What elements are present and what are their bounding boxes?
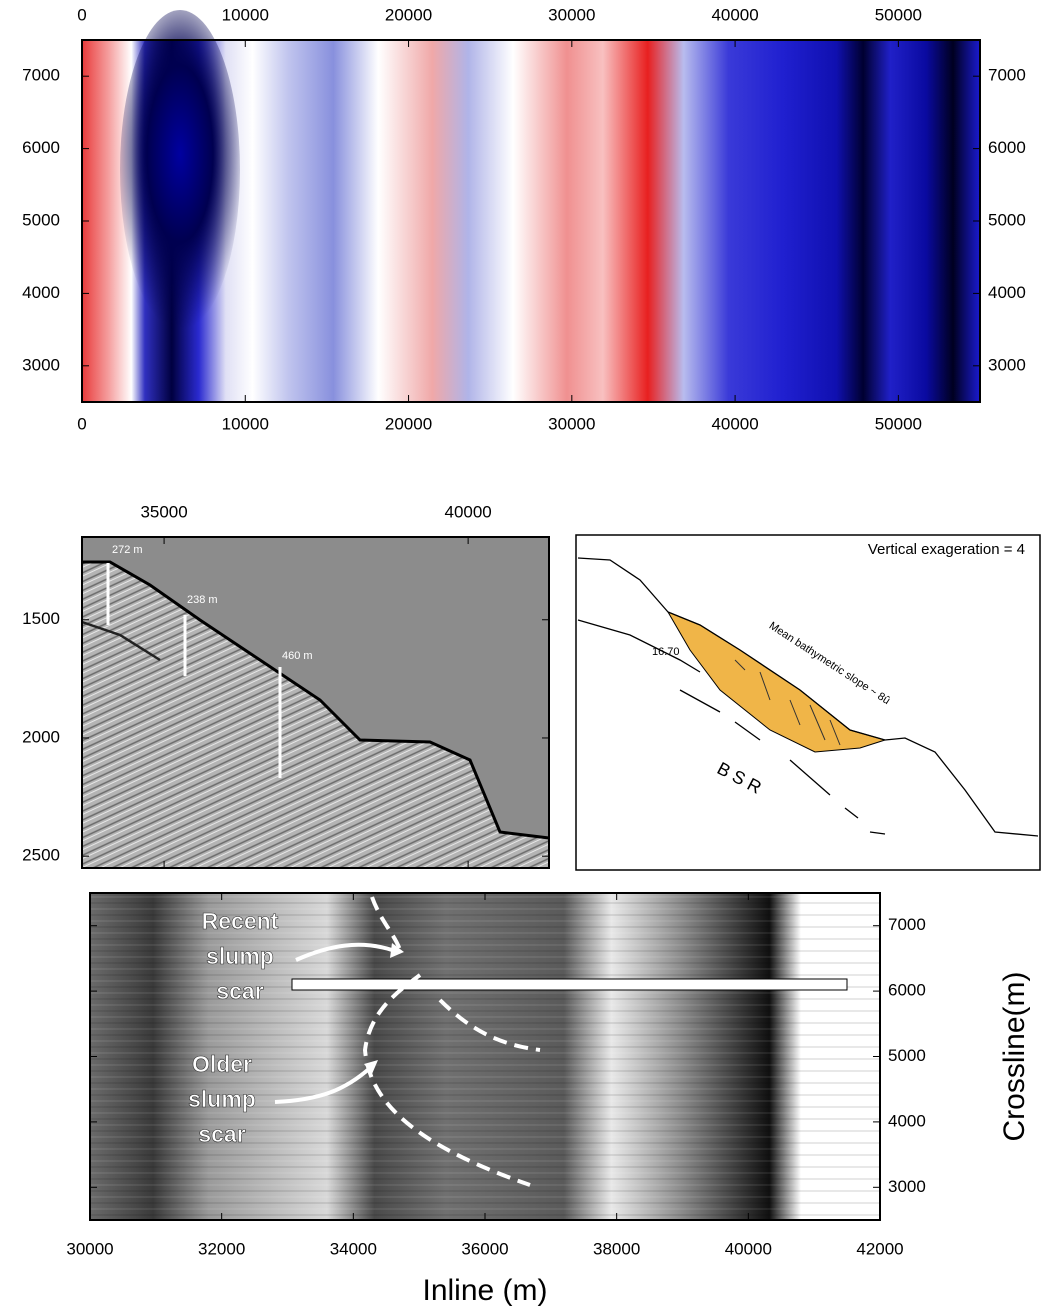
x-tick-label: 40000	[711, 414, 758, 433]
x-tick-label: 10000	[222, 5, 269, 24]
x-tick-label: 30000	[548, 5, 595, 24]
scar-label: Recent	[202, 908, 279, 934]
y-tick-label: 4000	[22, 283, 60, 302]
x-tick-label: 20000	[385, 414, 432, 433]
x-tick-label: 40000	[444, 502, 491, 521]
y-tick-label: 4000	[888, 1111, 926, 1130]
x-tick-label: 0	[77, 5, 86, 24]
x-tick-label: 0	[77, 414, 86, 433]
x-tick-label: 32000	[198, 1239, 245, 1258]
y-tick-label: 4000	[988, 283, 1026, 302]
thickness-label: 272 m	[112, 544, 143, 556]
seafloor	[82, 560, 550, 840]
plot-frame	[81, 536, 550, 869]
y-tick-label: 2500	[22, 846, 60, 865]
section-line	[291, 978, 848, 991]
angle-label: 16.70	[652, 646, 680, 658]
y-tick-label: 3000	[22, 355, 60, 374]
scar-label: slump	[206, 943, 274, 969]
attribute-texture	[90, 893, 880, 1220]
y-tick-label: 2000	[22, 727, 60, 746]
x-tick-label: 30000	[66, 1239, 113, 1258]
arrowhead	[390, 943, 404, 958]
scar-label: scar	[198, 1121, 245, 1147]
x-tick-label: 30000	[548, 414, 595, 433]
x-tick-label: 20000	[385, 5, 432, 24]
reflector	[577, 619, 701, 673]
x-tick-label: 34000	[330, 1239, 377, 1258]
thickness-label: 460 m	[282, 650, 313, 662]
seafloor-profile	[577, 557, 1039, 837]
x-tick-label: 36000	[461, 1239, 508, 1258]
y-tick-label: 3000	[988, 355, 1026, 374]
slump-faults	[734, 659, 841, 746]
y-tick-label: 3000	[888, 1177, 926, 1196]
thickness-label: 238 m	[187, 594, 218, 606]
diagram-title: Vertical exageration = 4	[868, 541, 1025, 558]
y-tick-label: 1500	[22, 609, 60, 628]
arrow	[295, 942, 393, 962]
contour-anomaly	[120, 10, 240, 330]
y-tick-label: 6000	[988, 138, 1026, 157]
y-tick-label: 7000	[22, 66, 60, 85]
scar-label: scar	[216, 978, 263, 1004]
x-tick-label: 35000	[140, 502, 187, 521]
x-axis-title: Inline (m)	[422, 1274, 547, 1307]
y-tick-label: 7000	[888, 915, 926, 934]
reflector	[81, 620, 161, 662]
x-tick-label: 40000	[711, 5, 758, 24]
arrow	[274, 1066, 372, 1104]
y-tick-label: 6000	[22, 138, 60, 157]
arrowhead	[364, 1060, 378, 1074]
y-tick-label: 7000	[988, 66, 1026, 85]
x-tick-label: 50000	[875, 414, 922, 433]
bsr-line	[679, 689, 886, 835]
x-tick-label: 10000	[222, 414, 269, 433]
y-tick-label: 5000	[988, 210, 1026, 229]
y-tick-label: 6000	[888, 981, 926, 1000]
x-tick-label: 50000	[875, 5, 922, 24]
scar-label: slump	[188, 1086, 256, 1112]
y-axis-title: Crossline(m)	[998, 971, 1031, 1141]
x-tick-label: 42000	[856, 1239, 903, 1258]
scar-label: Older	[192, 1051, 252, 1077]
y-tick-label: 5000	[22, 210, 60, 229]
seismic-reflectors	[82, 562, 549, 868]
y-tick-label: 5000	[888, 1046, 926, 1065]
x-tick-label: 40000	[725, 1239, 772, 1258]
x-tick-label: 38000	[593, 1239, 640, 1258]
